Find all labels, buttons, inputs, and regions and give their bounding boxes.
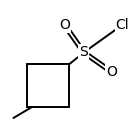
Text: S: S (79, 45, 88, 59)
Text: O: O (59, 18, 70, 32)
Text: Cl: Cl (116, 18, 129, 32)
Text: O: O (106, 65, 117, 79)
